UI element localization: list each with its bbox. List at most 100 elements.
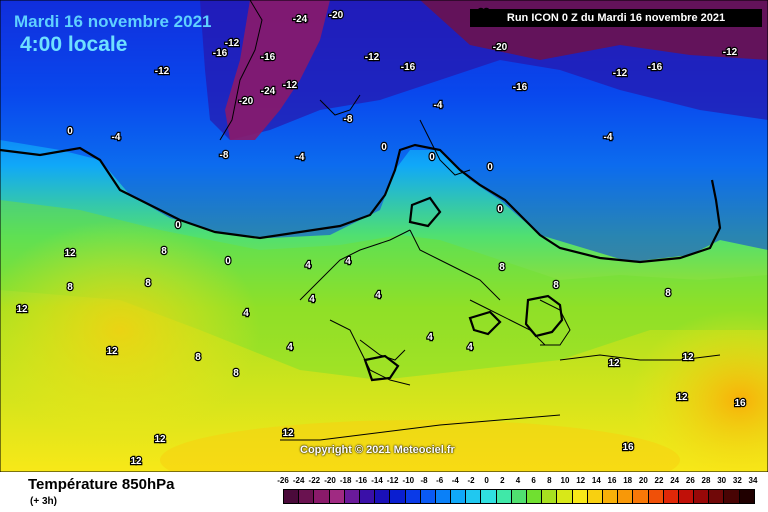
isotherm-value-label: 12	[64, 248, 76, 259]
isotherm-value-label: 12	[16, 304, 28, 315]
color-scale-swatch	[602, 490, 619, 503]
color-scale-swatch	[329, 490, 345, 503]
isotherm-value-label: -12	[283, 80, 298, 91]
isotherm-value-label: 8	[145, 278, 151, 289]
color-scale-tick-label: 22	[654, 476, 664, 485]
isotherm-lake	[524, 294, 564, 338]
temperature-map: -20-24-20-12-16-12-16-12-24-20-20-16-12-…	[0, 0, 768, 472]
color-scale-tick-label: 10	[560, 476, 570, 485]
color-scale-swatch	[284, 490, 300, 503]
isotherm-value-label: -12	[723, 47, 738, 58]
isotherm-value-label: -12	[225, 38, 240, 49]
color-scale-swatch	[724, 490, 740, 503]
color-scale-swatch	[648, 490, 664, 503]
color-scale-tick-label: 14	[591, 476, 601, 485]
color-scale-swatch	[663, 490, 679, 503]
isotherm-value-label: 0	[381, 142, 387, 153]
color-scale-tick-label: -24	[292, 476, 305, 485]
color-scale-swatch	[572, 490, 588, 503]
forecast-local-time: 4:00 locale	[20, 33, 128, 56]
color-scale-bar	[283, 489, 755, 504]
color-scale-swatch	[481, 490, 497, 503]
color-scale-tick-labels: -26 -24 -22 -20 -18 -16 -14 -12 -10 -8 -6 -4 -2 0 2 4 6 8…	[277, 476, 760, 488]
isotherm-value-label: -12	[155, 66, 170, 77]
color-scale-tick-label: -18	[339, 476, 352, 485]
isotherm-value-label: 0	[225, 256, 231, 267]
color-scale-tick-label: 18	[623, 476, 633, 485]
isotherm-value-label: -8	[220, 150, 229, 161]
color-scale-tick-label: 0	[484, 476, 489, 485]
lead-time-label: (+ 3h)	[30, 496, 57, 507]
isotherm-value-label: 12	[106, 346, 118, 357]
color-scale-tick-label: 4	[515, 476, 521, 485]
isotherm-value-label: 4	[309, 294, 315, 305]
isotherm-value-label: 4	[287, 342, 293, 353]
color-scale-swatch	[694, 490, 710, 503]
isotherm-value-label: -4	[604, 132, 613, 143]
color-scale-tick-label: -16	[355, 476, 368, 485]
isotherm-value-label: 4	[375, 290, 381, 301]
color-scale-tick-label: 2	[500, 476, 505, 485]
forecast-date: Mardi 16 novembre 2021	[14, 12, 212, 31]
isotherm-value-label: -24	[261, 86, 276, 97]
color-scale-swatch	[678, 490, 695, 503]
color-scale-swatch	[466, 490, 482, 503]
greenland-core	[225, 0, 330, 140]
isotherm-value-label: -4	[296, 152, 305, 163]
isotherm-value-label: 4	[467, 342, 473, 353]
color-scale-tick-label: -22	[308, 476, 321, 485]
color-scale-tick-label: 28	[701, 476, 711, 485]
color-scale-tick-label: 20	[638, 476, 648, 485]
isotherm-value-label: 8	[195, 352, 201, 363]
model-run-info: Run ICON 0 Z du Mardi 16 novembre 2021	[470, 9, 762, 27]
isotherm-value-label: -8	[344, 114, 353, 125]
color-scale-tick-label: -10	[402, 476, 415, 485]
color-scale-tick-label: -2	[467, 476, 475, 485]
color-scale-swatch	[557, 490, 573, 503]
isotherm-value-label: 4	[345, 256, 351, 267]
isotherm-value-label: 4	[427, 332, 433, 343]
color-scale-tick-label: -8	[420, 476, 428, 485]
temperature-field	[0, 0, 768, 472]
color-scale-swatch	[587, 490, 603, 503]
warm-southeast	[630, 310, 768, 472]
color-scale-tick-label: 12	[576, 476, 586, 485]
color-scale-tick-label: 34	[748, 476, 758, 485]
isotherm-value-label: 8	[233, 368, 239, 379]
color-scale-swatch	[542, 490, 558, 503]
warm-africa	[160, 420, 680, 472]
isotherm-value-label: -16	[401, 62, 416, 73]
color-scale-tick-label: -6	[436, 476, 444, 485]
isotherm-value-label: 12	[682, 352, 694, 363]
isotherm-value-label: 12	[676, 392, 688, 403]
isotherm-value-label: 12	[608, 358, 620, 369]
isotherm-small	[468, 310, 502, 336]
isotherm-value-label: 0	[429, 152, 435, 163]
isotherm-value-label: -16	[513, 82, 528, 93]
color-scale-tick-label: -14	[371, 476, 383, 485]
color-scale-swatch	[511, 490, 527, 503]
isotherm-value-label: 8	[553, 280, 559, 291]
color-scale-swatch	[496, 490, 512, 503]
isotherm-value-label: 4	[305, 260, 311, 271]
color-scale-swatch	[299, 490, 315, 503]
isotherm-value-label: 12	[154, 434, 166, 445]
color-scale-swatch	[344, 490, 360, 503]
isotherm-value-label: -20	[329, 10, 344, 21]
color-scale-swatch	[420, 490, 436, 503]
zero-isotherm	[0, 143, 722, 264]
color-scale-swatch	[405, 490, 421, 503]
isotherm-value-label: -4	[112, 132, 121, 143]
isotherm-value-label: 12	[130, 456, 142, 467]
color-scale-tick-label: 16	[607, 476, 617, 485]
color-scale-tick-label: 24	[670, 476, 680, 485]
warm-southwest	[0, 220, 260, 440]
isotherm-value-label: -12	[365, 52, 380, 63]
isotherm-value-label: -20	[239, 96, 254, 107]
color-scale-tick-label: 6	[531, 476, 536, 485]
color-scale-swatch	[451, 490, 467, 503]
isotherm-value-label: 0	[175, 220, 181, 231]
legend-footer: Température 850hPa (+ 3h) -26 -24 -22 -20 -1…	[0, 472, 768, 512]
isotherm-value-label: -16	[648, 62, 663, 73]
